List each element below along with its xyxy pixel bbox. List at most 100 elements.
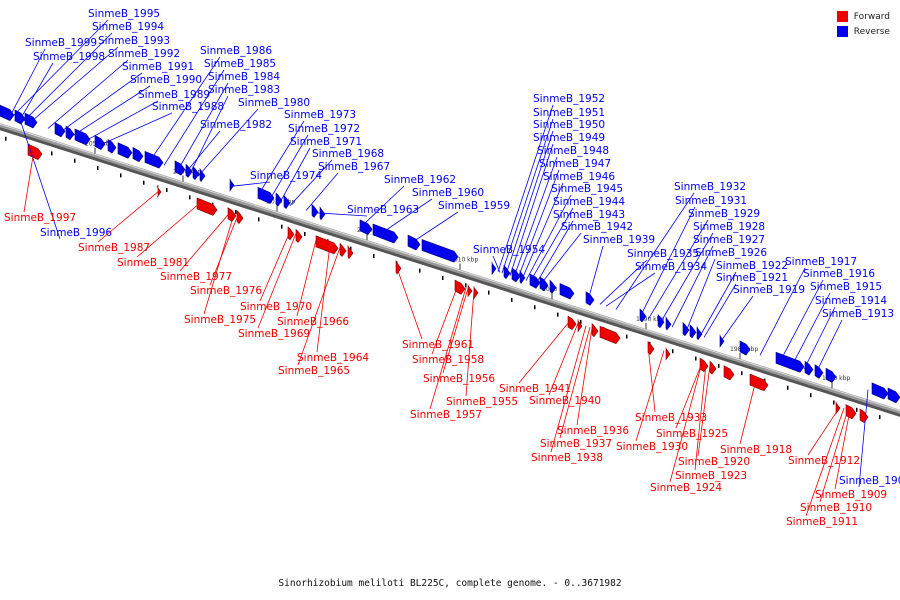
leader-line xyxy=(647,345,656,413)
leader-line xyxy=(671,245,714,328)
minor-tick xyxy=(787,385,789,390)
gene-label: SinmeB_1912 xyxy=(788,455,860,467)
gene-label: SinmeB_1921 xyxy=(716,272,788,284)
leader-line xyxy=(465,290,475,397)
gene-label: SinmeB_1983 xyxy=(208,84,280,96)
minor-tick xyxy=(419,268,421,273)
reverse-gene xyxy=(192,165,200,181)
gene-label: SinmeB_1975 xyxy=(184,314,256,326)
gene-label: SinmeB_1972 xyxy=(288,123,360,135)
gene-label: SinmeB_1970 xyxy=(240,301,312,313)
gene-label: SinmeB_1943 xyxy=(553,209,625,221)
forward-gene xyxy=(591,323,599,338)
leader-line xyxy=(697,365,711,457)
backbone-shadow xyxy=(0,126,900,417)
forward-gene xyxy=(665,347,671,361)
forward-gene xyxy=(454,279,466,295)
gene-label: SinmeB_1969 xyxy=(238,328,310,340)
leader-line xyxy=(203,213,235,315)
reverse-gene xyxy=(585,291,595,306)
leader-line xyxy=(675,362,703,429)
gene-label: SinmeB_1933 xyxy=(635,412,707,424)
gene-label: SinmeB_1957 xyxy=(410,409,482,421)
leader-line xyxy=(858,389,869,488)
reverse-gene xyxy=(107,139,117,154)
leader-line xyxy=(819,409,849,503)
forward-swatch xyxy=(836,11,848,22)
forward-gene xyxy=(647,340,655,355)
leader-line xyxy=(639,206,696,318)
reverse-gene xyxy=(94,134,106,151)
minor-tick xyxy=(511,297,513,302)
leader-line xyxy=(535,220,574,285)
leader-line xyxy=(759,267,806,356)
gene-label: SinmeB_1927 xyxy=(693,234,765,246)
gene-label: SinmeB_1958 xyxy=(412,354,484,366)
leader-line xyxy=(29,46,119,124)
genome-caption: Sinorhizobium meliloti BL225C, complete … xyxy=(278,578,622,589)
gene-label: SinmeB_1923 xyxy=(675,470,747,482)
gene-label: SinmeB_1947 xyxy=(539,158,611,170)
leader-line xyxy=(409,211,459,245)
gene-label: SinmeB_1995 xyxy=(88,8,160,20)
gene-label: SinmeB_1991 xyxy=(122,61,194,73)
leader-line xyxy=(559,326,591,439)
reverse-gene xyxy=(549,279,557,294)
leader-line xyxy=(99,112,173,146)
backbone xyxy=(0,123,900,414)
leader-line xyxy=(163,69,225,166)
legend-reverse-label: Reverse xyxy=(853,26,890,37)
gene-label: SinmeB_1967 xyxy=(318,161,390,173)
forward-gene xyxy=(845,404,857,420)
gene-label: SinmeB_1929 xyxy=(688,208,760,220)
forward-gene xyxy=(227,207,237,222)
reverse-gene xyxy=(174,160,186,176)
forward-gene xyxy=(859,408,869,424)
gene-label: SinmeB_1937 xyxy=(540,438,612,450)
leader-line xyxy=(659,232,714,324)
forward-gene xyxy=(567,315,577,331)
leader-line xyxy=(19,62,54,120)
gene-label: SinmeB_1973 xyxy=(284,109,356,121)
leader-line xyxy=(647,219,709,320)
gene-label: SinmeB_1917 xyxy=(785,256,857,268)
leader-line xyxy=(296,239,317,317)
tick-label: 1990 kbp xyxy=(636,316,664,323)
gene-label: SinmeB_1925 xyxy=(656,428,728,440)
leader-line xyxy=(807,406,841,456)
forward-gene xyxy=(315,235,339,255)
leader-line xyxy=(635,350,665,442)
gene-label: SinmeB_1938 xyxy=(531,452,603,464)
minor-tick xyxy=(488,290,490,295)
reverse-swatch xyxy=(836,26,848,37)
forward-gene xyxy=(709,360,717,375)
gene-label: SinmeB_1963 xyxy=(347,204,419,216)
minor-tick xyxy=(442,275,444,280)
leader-line xyxy=(803,306,836,370)
gene-label: SinmeB_1998 xyxy=(33,51,105,63)
gene-label: SinmeB_1935 xyxy=(627,248,699,260)
leader-line xyxy=(599,259,648,305)
legend-forward[interactable]: Forward xyxy=(836,9,890,24)
forward-gene xyxy=(339,242,347,257)
leader-line xyxy=(539,232,582,286)
minor-tick xyxy=(51,151,53,156)
leader-line xyxy=(297,247,341,366)
leader-line xyxy=(11,19,109,118)
leader-line xyxy=(513,156,558,278)
gene-label: SinmeB_1997 xyxy=(4,212,76,224)
leader-line xyxy=(19,119,61,240)
gene-label: SinmeB_1928 xyxy=(693,221,765,233)
reverse-gene xyxy=(185,163,193,178)
minor-tick xyxy=(580,319,582,324)
gene-label: SinmeB_1910 xyxy=(800,502,872,514)
legend-reverse[interactable]: Reverse xyxy=(836,24,890,39)
gene-label: SinmeB_1945 xyxy=(551,183,623,195)
gene-label: SinmeB_1922 xyxy=(716,260,788,272)
gene-label: SinmeB_1909 xyxy=(815,489,887,501)
leader-line xyxy=(59,72,143,133)
gene-label: SinmeB_1932 xyxy=(674,181,746,193)
gene-label: SinmeB_1934 xyxy=(635,261,707,273)
gene-label: SinmeB_1985 xyxy=(204,58,276,70)
